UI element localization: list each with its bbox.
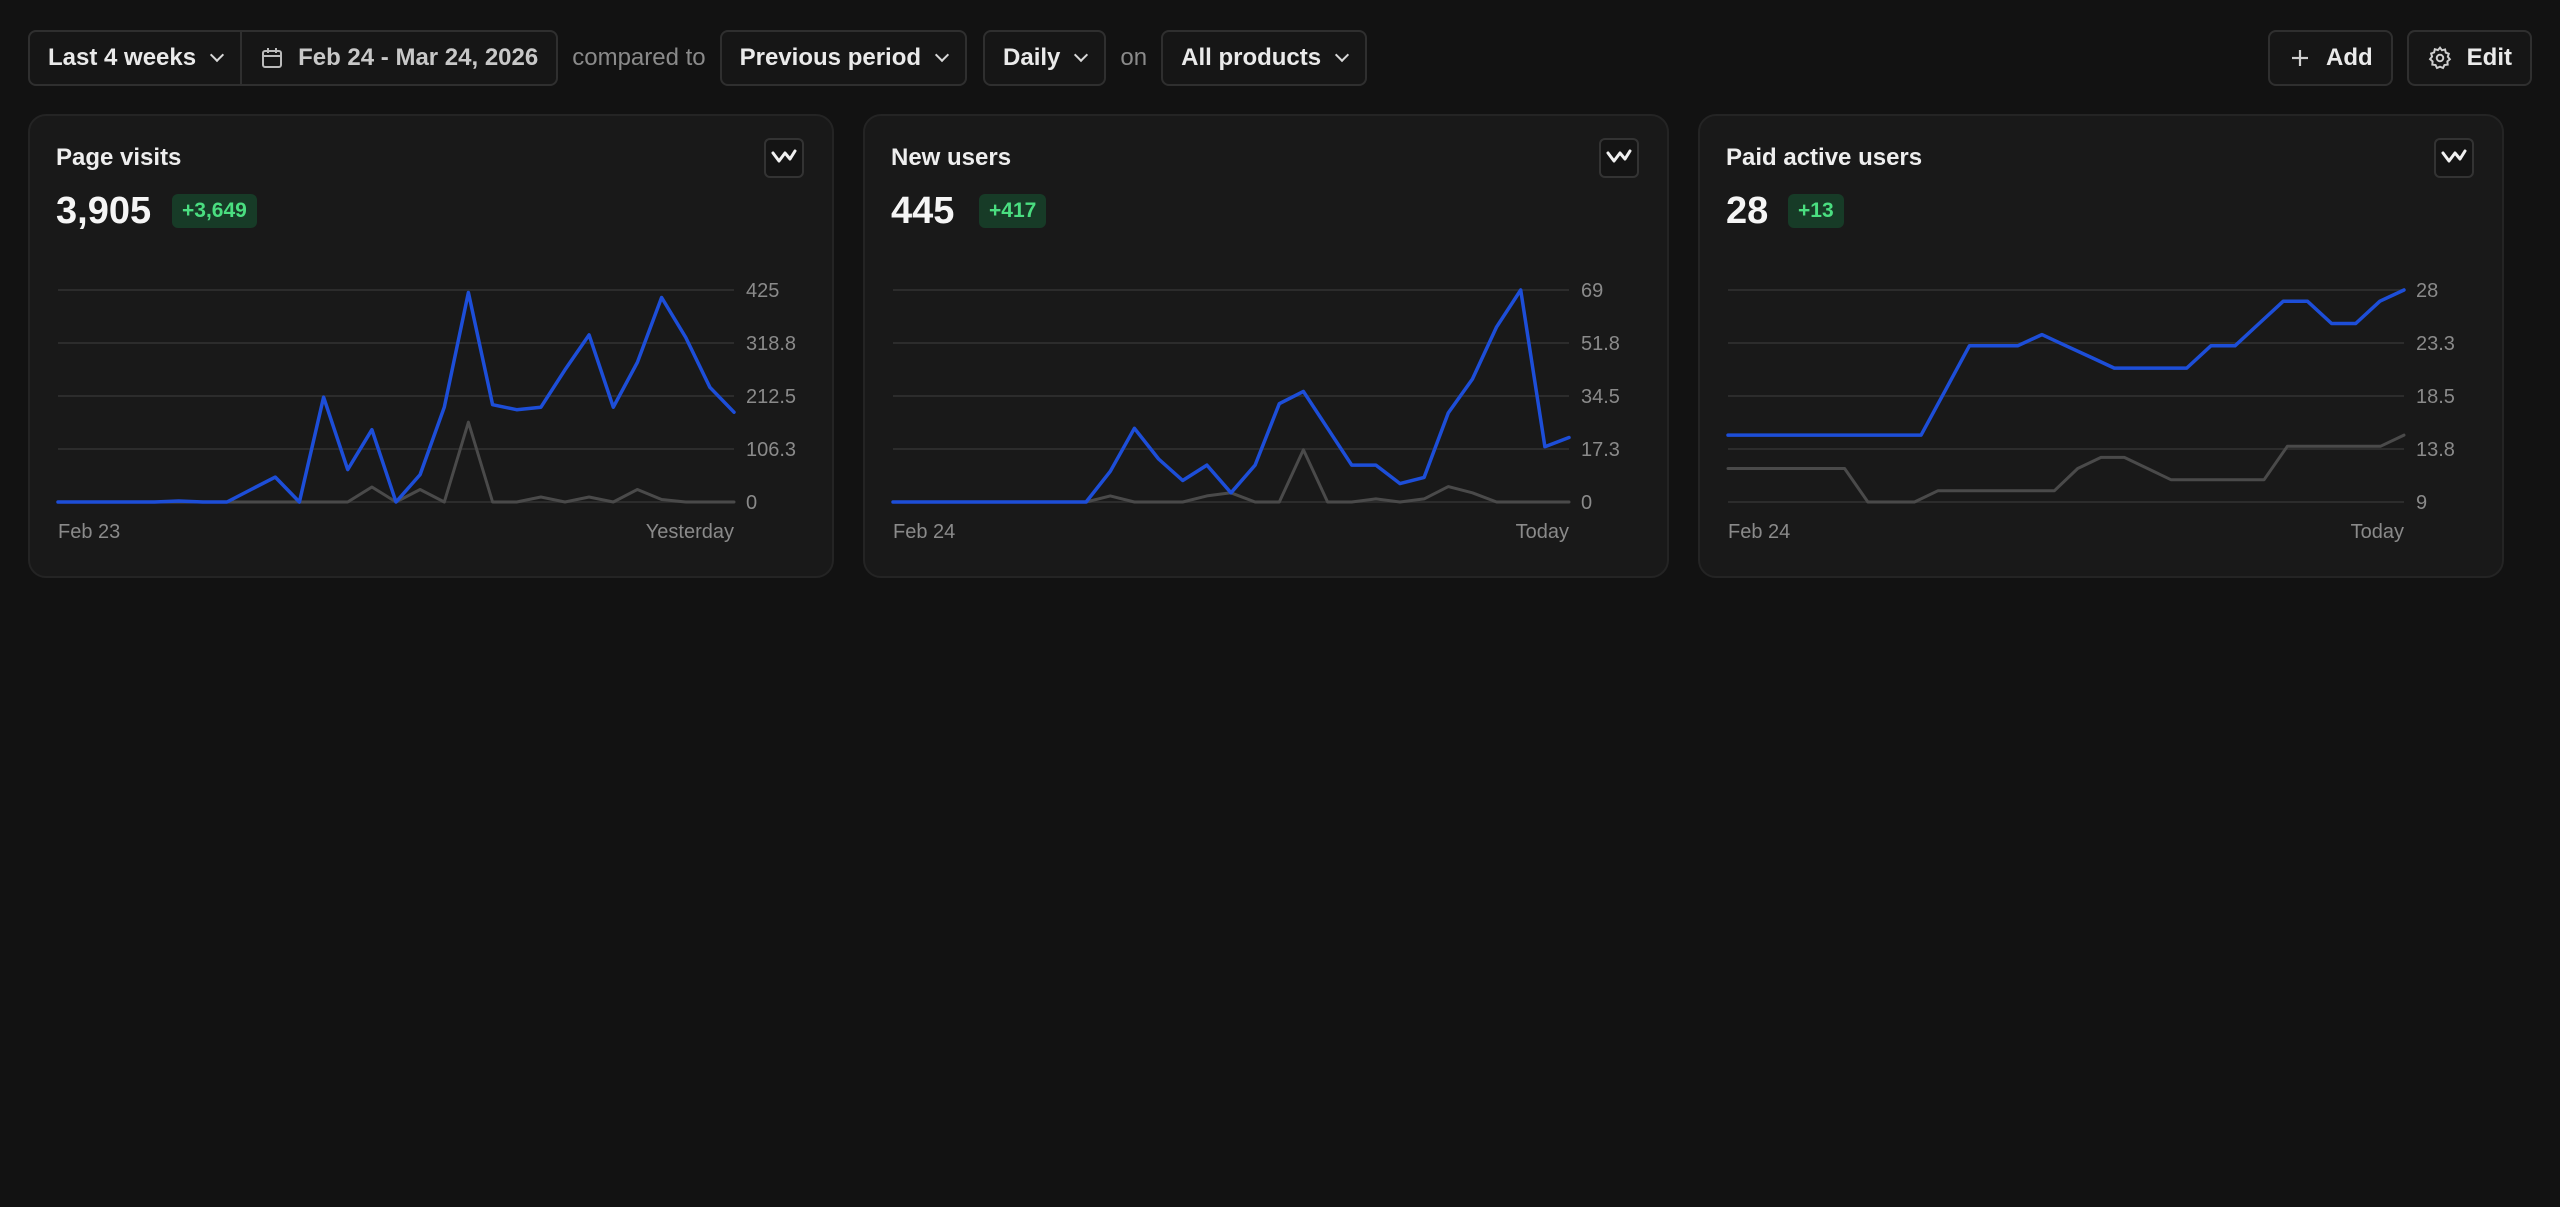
comparison-label: Previous period: [739, 44, 922, 71]
y-tick-label: 23.3: [2416, 333, 2455, 355]
chevron-down-icon: [210, 47, 225, 63]
card-value: 28: [1726, 190, 1769, 232]
line-chart-icon: [771, 148, 797, 169]
chevron-down-icon: [1074, 47, 1089, 63]
on-text: on: [1120, 44, 1148, 71]
line-chart: 69 51.8 34.5 17.3 0 Feb 24 Today: [891, 280, 1620, 543]
card-title: New users: [891, 144, 1012, 171]
range-preset-label: Last 4 weeks: [48, 44, 197, 71]
card-value: 3,905: [56, 190, 152, 232]
interval-dropdown[interactable]: Daily: [983, 30, 1107, 86]
metric-card-paid-active-users: Paid active users 28 +13 28 23.3 18.5 13.8 9…: [1698, 114, 2504, 578]
edit-button[interactable]: Edit: [2406, 30, 2532, 86]
chevron-down-icon: [1335, 47, 1350, 63]
add-button[interactable]: Add: [2268, 30, 2393, 86]
line-chart-icon: [1606, 148, 1632, 169]
previous-period-line: [56, 420, 736, 504]
calendar-icon: [260, 46, 284, 70]
edit-button-label: Edit: [2466, 44, 2512, 71]
comparison-dropdown[interactable]: Previous period: [719, 30, 968, 86]
products-dropdown[interactable]: All products: [1161, 30, 1368, 86]
x-start-label: Feb 23: [58, 521, 120, 543]
date-range-control: Last 4 weeks Feb 24 - Mar 24, 2026: [28, 30, 559, 86]
y-tick-label: 69: [1581, 280, 1603, 302]
x-start-label: Feb 24: [1728, 521, 1790, 543]
gear-icon: [2427, 45, 2453, 71]
card-title: Paid active users: [1726, 144, 1923, 171]
y-tick-label: 106.3: [746, 439, 796, 461]
current-period-line: [891, 288, 1571, 504]
line-chart: 425 318.8 212.5 106.3 0 Feb 23 Yesterday: [56, 280, 796, 543]
x-end-label: Today: [1516, 521, 1569, 543]
current-period-line: [56, 290, 736, 504]
previous-period-line: [1726, 433, 2406, 504]
y-tick-label: 28: [2416, 280, 2438, 302]
card-value: 445: [891, 190, 955, 232]
x-end-label: Yesterday: [646, 521, 734, 543]
y-tick-label: 425: [746, 280, 779, 302]
chart-type-toggle[interactable]: [1599, 138, 1639, 178]
metric-card-page-visits: Page visits 3,905 +3,649 425 318.8 212.5 10…: [28, 114, 834, 578]
line-chart: 28 23.3 18.5 13.8 9 Feb 24 Today: [1726, 280, 2455, 543]
y-tick-label: 51.8: [1581, 333, 1620, 355]
date-range-label: Feb 24 - Mar 24, 2026: [298, 44, 539, 71]
card-title: Page visits: [56, 144, 182, 171]
y-tick-label: 18.5: [2416, 386, 2455, 408]
y-tick-label: 9: [2416, 492, 2427, 514]
y-tick-label: 34.5: [1581, 386, 1620, 408]
compared-to-text: compared to: [572, 44, 706, 71]
delta-badge: +417: [979, 194, 1047, 228]
y-tick-label: 13.8: [2416, 439, 2455, 461]
y-tick-label: 17.3: [1581, 439, 1620, 461]
x-end-label: Today: [2351, 521, 2404, 543]
current-period-line: [1726, 288, 2406, 437]
plus-icon: [2288, 46, 2312, 70]
metric-card-new-users: New users 445 +417 69 51.8 34.5 17.3 0 Feb 24…: [863, 114, 1669, 578]
range-preset-dropdown[interactable]: Last 4 weeks: [30, 32, 240, 84]
chart-type-toggle[interactable]: [764, 138, 804, 178]
date-range-picker[interactable]: Feb 24 - Mar 24, 2026: [240, 32, 556, 84]
interval-label: Daily: [1003, 44, 1061, 71]
delta-badge: +3,649: [172, 194, 257, 228]
products-label: All products: [1181, 44, 1322, 71]
filter-toolbar: Last 4 weeks Feb 24 - Mar 24, 2026 compa…: [28, 30, 2532, 86]
chevron-down-icon: [934, 47, 950, 63]
line-chart-icon: [2441, 148, 2467, 169]
y-tick-label: 212.5: [746, 386, 796, 408]
x-start-label: Feb 24: [893, 521, 955, 543]
y-tick-label: 0: [746, 492, 757, 514]
y-tick-label: 0: [1581, 492, 1592, 514]
chart-type-toggle[interactable]: [2434, 138, 2474, 178]
delta-badge: +13: [1788, 194, 1844, 228]
add-button-label: Add: [2326, 44, 2373, 71]
y-tick-label: 318.8: [746, 333, 796, 355]
